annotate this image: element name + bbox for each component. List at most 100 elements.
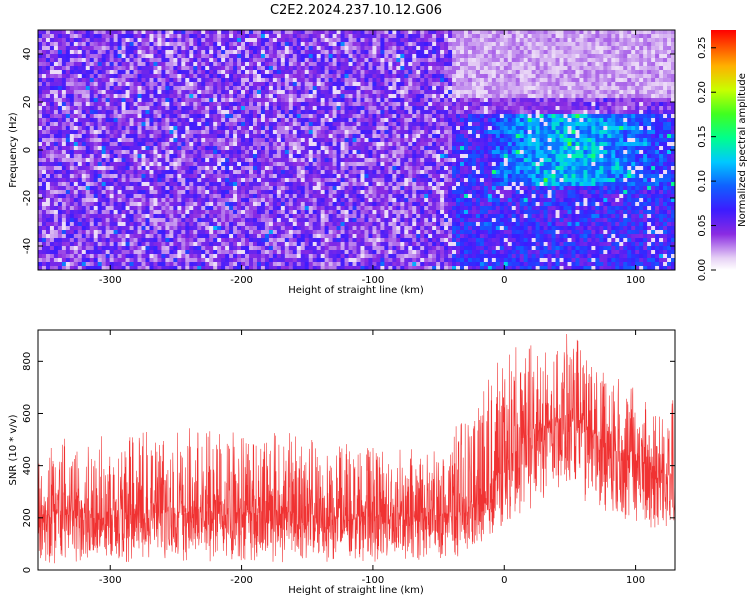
spectrogram-cell [308, 226, 314, 231]
spectrogram-cell [93, 122, 99, 127]
spectrogram-cell [256, 154, 262, 159]
spectrogram-cell [85, 78, 91, 83]
spectrogram-cell [249, 70, 254, 75]
spectrogram-cell [121, 78, 126, 83]
spectrogram-cell [245, 190, 250, 195]
spectrogram-cell [292, 54, 298, 59]
spectrogram-cell [41, 246, 47, 251]
spectrogram-cell [41, 262, 47, 267]
spectrogram-cell [61, 50, 67, 55]
spectrogram-cell [233, 46, 238, 51]
spectrogram-cell [153, 206, 158, 211]
spectrogram-cell [193, 230, 198, 235]
spectrogram-cell [308, 258, 314, 263]
spectrogram-cell [101, 90, 106, 95]
spectrogram-cell [153, 210, 158, 215]
spectrogram-cell [125, 266, 130, 270]
spectrogram-cell [296, 122, 302, 127]
spectrogram-cell [260, 162, 266, 167]
spectrogram-cell [149, 54, 154, 59]
spectrogram-cell [213, 210, 218, 215]
spectrogram-cell [233, 242, 238, 247]
spectrogram-cell [209, 42, 214, 47]
spectrogram-cell [368, 30, 373, 35]
spectrogram-cell [193, 246, 198, 251]
spectrogram-cell [296, 246, 302, 251]
spectrogram-cell [109, 166, 114, 171]
spectrogram-cell [157, 46, 162, 51]
spectrogram-cell [229, 94, 234, 99]
spectrogram-cell [356, 118, 361, 123]
spectrogram-cell [352, 82, 357, 87]
spectrogram-cell [165, 30, 170, 35]
spectrogram-cell [173, 202, 178, 207]
spectrogram-cell [272, 70, 278, 75]
spectrogram-cell [296, 158, 302, 163]
spectrogram-cell [209, 74, 214, 79]
spectrogram-cell [97, 262, 102, 267]
spectrogram-cell [77, 238, 83, 243]
spectrogram-cell [217, 246, 222, 251]
spectrogram-cell [105, 94, 110, 99]
spectrogram-cell [93, 54, 99, 59]
spectrogram-cell [85, 238, 91, 243]
spectrogram-cell [264, 114, 270, 119]
spectrogram-cell [296, 126, 302, 131]
spectrogram-cell [189, 254, 194, 259]
spectrogram-cell [81, 30, 87, 35]
spectrogram-cell [292, 170, 298, 175]
spectrogram-cell [344, 194, 349, 199]
spectrogram-cell [304, 218, 310, 223]
spectrogram-cell [181, 138, 186, 143]
spectrogram-cell [264, 62, 270, 67]
spectrogram-cell [49, 126, 55, 131]
spectrogram-cell [272, 138, 278, 143]
spectrogram-cell [49, 214, 55, 219]
spectrogram-cell [344, 122, 349, 127]
spectrogram-cell [264, 146, 270, 151]
spectrogram-cell [177, 246, 182, 251]
spectrogram-cell [97, 102, 102, 107]
spectrogram-cell [229, 242, 234, 247]
spectrogram-cell [49, 246, 55, 251]
spectrogram-cell [356, 226, 361, 231]
spectrogram-cell [173, 94, 178, 99]
spectrogram-cell [268, 54, 274, 59]
spectrogram-cell [177, 134, 182, 139]
spectrogram-cell [284, 126, 290, 131]
spectrogram-cell [149, 174, 154, 179]
spectrogram-cell [189, 142, 194, 147]
spectrogram-cell [185, 234, 190, 239]
spectrogram-cell [89, 66, 95, 71]
spectrogram-cell [320, 62, 325, 67]
spectrogram-cell [161, 78, 166, 83]
spectrogram-cell [320, 214, 325, 219]
spectrogram-cell [364, 138, 369, 143]
spectrogram-cell [356, 230, 361, 235]
spectrogram-cell [264, 234, 270, 239]
spectrogram-cell [145, 170, 150, 175]
spectrogram-cell [97, 166, 102, 171]
spectrogram-cell [57, 202, 63, 207]
spectrogram-cell [185, 246, 190, 251]
spectrogram-cell [237, 66, 242, 71]
spectrogram-cell [65, 154, 71, 159]
spectrogram-cell [193, 178, 198, 183]
spectrogram-cell [129, 266, 134, 270]
spectrogram-cell [340, 146, 345, 151]
spectrogram-cell [280, 74, 286, 79]
spectrogram-cell [65, 122, 71, 127]
spectrogram-cell [221, 74, 226, 79]
spectrogram-cell [85, 114, 91, 119]
spectrogram-cell [316, 182, 321, 187]
spectrogram-cell [93, 98, 99, 103]
spectrogram-cell [65, 150, 71, 155]
spectrogram-cell [73, 110, 79, 115]
spectrogram-cell [245, 102, 250, 107]
spectrogram-cell [241, 94, 246, 99]
spectrogram-cell [53, 86, 59, 91]
spectrogram-cell [352, 130, 357, 135]
spectrogram-cell [85, 82, 91, 87]
spectrogram-cell [77, 250, 83, 255]
spectrogram-cell [101, 226, 106, 231]
